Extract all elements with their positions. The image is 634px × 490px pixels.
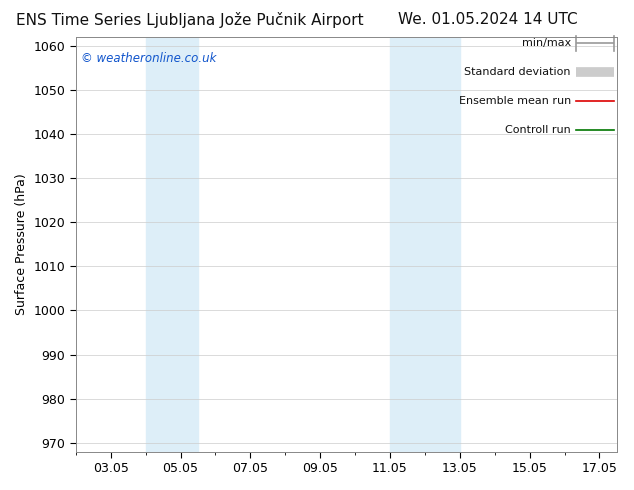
Bar [146, 37, 198, 452]
Text: min/max: min/max [522, 38, 571, 49]
Text: Ensemble mean run: Ensemble mean run [458, 97, 571, 106]
Text: © weatheronline.co.uk: © weatheronline.co.uk [81, 51, 217, 65]
Bar [390, 37, 460, 452]
Text: ENS Time Series Ljubljana Jože Pučnik Airport: ENS Time Series Ljubljana Jože Pučnik Ai… [16, 12, 364, 28]
Y-axis label: Surface Pressure (hPa): Surface Pressure (hPa) [15, 173, 28, 315]
Text: We. 01.05.2024 14 UTC: We. 01.05.2024 14 UTC [398, 12, 578, 27]
Text: Controll run: Controll run [505, 125, 571, 135]
Text: Standard deviation: Standard deviation [465, 67, 571, 77]
